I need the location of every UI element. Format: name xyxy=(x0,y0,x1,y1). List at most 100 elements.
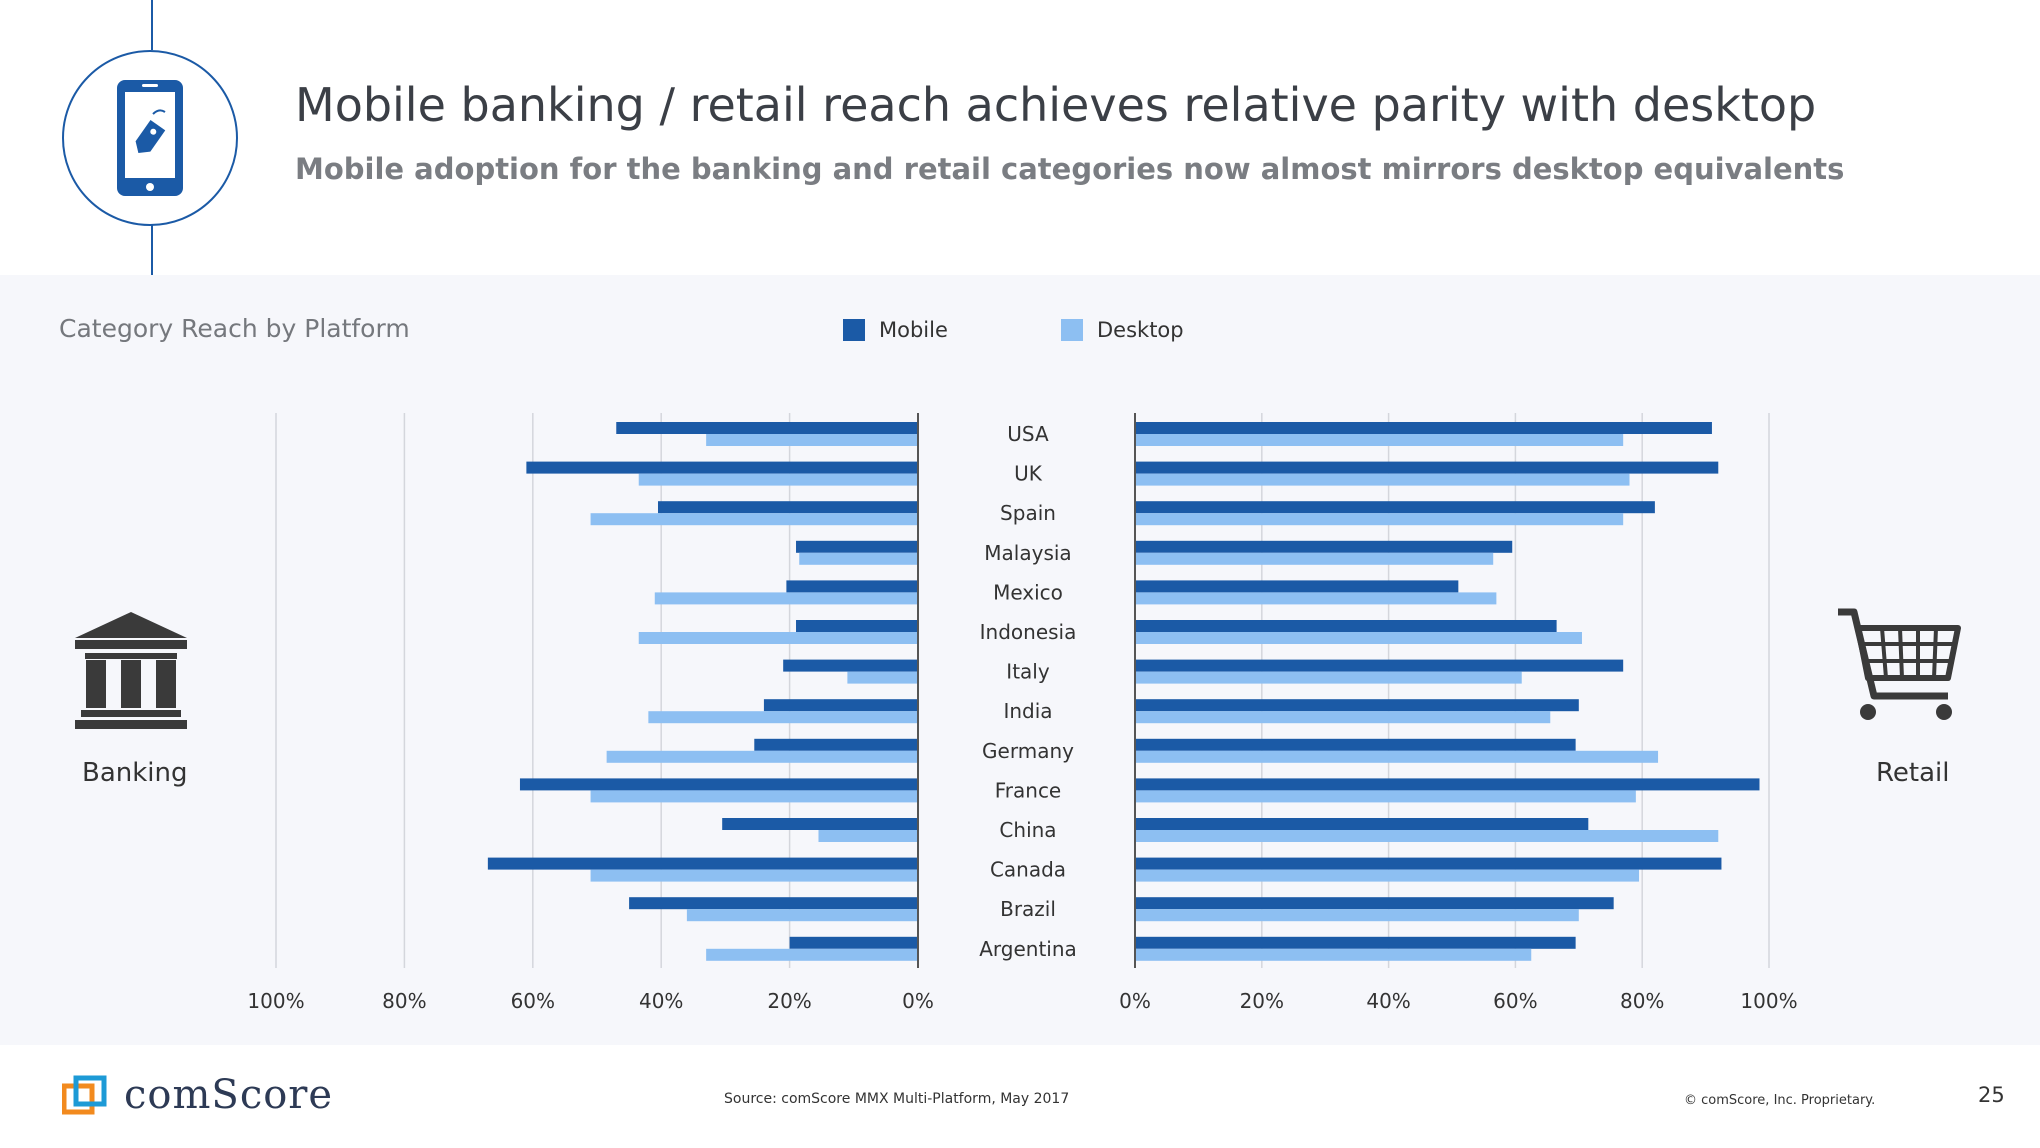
banking-bar-mobile xyxy=(763,699,918,712)
legend-desktop: Desktop xyxy=(1061,318,1184,342)
page-title: Mobile banking / retail reach achieves r… xyxy=(295,78,1817,132)
banking-bar-desktop xyxy=(590,513,918,526)
banking-tick-label: 40% xyxy=(639,989,683,1013)
banking-bar-desktop xyxy=(590,869,918,882)
banking-bar-desktop xyxy=(686,909,918,922)
retail-bar-desktop xyxy=(1135,632,1582,644)
retail-bar-mobile xyxy=(1135,461,1719,474)
retail-tick-label: 0% xyxy=(1119,989,1151,1013)
banking-bar-desktop xyxy=(638,632,918,644)
retail-bar-desktop xyxy=(1135,671,1522,684)
banking-bar-mobile xyxy=(796,620,918,632)
banking-bar-mobile xyxy=(657,501,918,514)
retail-bar-mobile xyxy=(1135,738,1576,751)
retail-bar-desktop xyxy=(1135,830,1719,842)
mobile-tag-icon xyxy=(62,50,238,226)
banking-tick-label: 100% xyxy=(247,989,304,1013)
banking-tick-label: 80% xyxy=(382,989,426,1013)
banking-tick-label: 60% xyxy=(511,989,555,1013)
retail-bar-mobile xyxy=(1135,422,1712,434)
category-label: France xyxy=(995,778,1062,802)
retail-bar-mobile xyxy=(1135,857,1722,870)
source-note: Source: comScore MMX Multi-Platform, May… xyxy=(724,1091,1070,1107)
panel-title: Category Reach by Platform xyxy=(59,314,410,343)
banking-bar-mobile xyxy=(629,897,918,910)
banking-bar-desktop xyxy=(590,790,918,803)
retail-tick-label: 60% xyxy=(1493,989,1537,1013)
banking-bar-mobile xyxy=(754,738,918,751)
bank-icon xyxy=(75,612,187,734)
banking-bar-mobile xyxy=(789,936,918,949)
legend-mobile-label: Mobile xyxy=(879,318,948,342)
retail-tick-label: 40% xyxy=(1366,989,1410,1013)
page-subtitle: Mobile adoption for the banking and reta… xyxy=(295,152,1845,186)
legend-desktop-label: Desktop xyxy=(1097,318,1184,342)
category-label: Italy xyxy=(1006,660,1050,684)
legend-desktop-swatch xyxy=(1061,319,1083,341)
retail-bar-mobile xyxy=(1135,778,1760,791)
banking-bar-mobile xyxy=(526,461,918,474)
retail-bar-mobile xyxy=(1135,620,1557,632)
banking-bar-mobile xyxy=(786,580,918,593)
banking-bar-mobile xyxy=(783,659,918,672)
retail-bar-desktop xyxy=(1135,552,1494,565)
retail-bar-desktop xyxy=(1135,869,1640,882)
category-label: China xyxy=(999,818,1056,842)
retail-bar-desktop xyxy=(1135,909,1579,922)
legend-mobile-swatch xyxy=(843,319,865,341)
header-connector-line xyxy=(151,0,153,50)
banking-bar-desktop xyxy=(654,592,918,605)
copyright-note: © comScore, Inc. Proprietary. xyxy=(1684,1093,1876,1108)
comscore-logo-text: comScore xyxy=(124,1072,334,1118)
banking-tick-label: 0% xyxy=(902,989,934,1013)
banking-bar-desktop xyxy=(706,434,918,446)
banking-bar-desktop xyxy=(648,711,918,724)
retail-bar-mobile xyxy=(1135,501,1655,514)
banking-bar-mobile xyxy=(519,778,918,791)
banking-bar-mobile xyxy=(796,540,918,553)
retail-bar-mobile xyxy=(1135,818,1589,830)
category-label: UK xyxy=(1014,462,1043,486)
category-label: Brazil xyxy=(1000,897,1056,921)
banking-label: Banking xyxy=(82,758,188,788)
legend-mobile: Mobile xyxy=(843,318,948,342)
banking-bar-mobile xyxy=(616,422,918,434)
banking-bar-mobile xyxy=(487,857,918,870)
banking-bar-desktop xyxy=(606,750,918,763)
category-label: USA xyxy=(1007,422,1049,446)
retail-bar-desktop xyxy=(1135,790,1636,803)
retail-bar-desktop xyxy=(1135,750,1659,763)
banking-bar-desktop xyxy=(799,552,918,565)
comscore-logo: comScore xyxy=(62,1072,333,1118)
banking-bar-desktop xyxy=(818,830,918,842)
retail-bar-desktop xyxy=(1135,711,1551,724)
retail-tick-label: 20% xyxy=(1240,989,1284,1013)
shopping-cart-icon xyxy=(1836,606,1962,728)
category-label: Germany xyxy=(982,739,1074,763)
category-label: Canada xyxy=(990,858,1066,882)
retail-label: Retail xyxy=(1876,758,1950,788)
page-number: 25 xyxy=(1978,1083,2005,1107)
banking-bar-mobile xyxy=(722,818,918,830)
retail-bar-mobile xyxy=(1135,699,1579,712)
banking-bar-desktop xyxy=(638,473,918,486)
header-connector-line xyxy=(151,225,153,275)
category-label: Malaysia xyxy=(984,541,1071,565)
retail-bar-desktop xyxy=(1135,434,1624,446)
retail-bar-desktop xyxy=(1135,473,1630,486)
retail-bar-desktop xyxy=(1135,948,1532,961)
category-label: Argentina xyxy=(979,937,1077,961)
banking-tick-label: 20% xyxy=(767,989,811,1013)
banking-bar-desktop xyxy=(706,948,918,961)
retail-bar-desktop xyxy=(1135,513,1624,526)
retail-bar-mobile xyxy=(1135,540,1513,553)
retail-bar-mobile xyxy=(1135,659,1624,672)
category-label: India xyxy=(1003,699,1052,723)
retail-tick-label: 80% xyxy=(1620,989,1664,1013)
chart-panel xyxy=(0,275,2040,1045)
category-label: Spain xyxy=(1000,501,1056,525)
retail-bar-mobile xyxy=(1135,580,1459,593)
comscore-logo-icon xyxy=(62,1075,107,1115)
retail-bar-mobile xyxy=(1135,936,1576,949)
